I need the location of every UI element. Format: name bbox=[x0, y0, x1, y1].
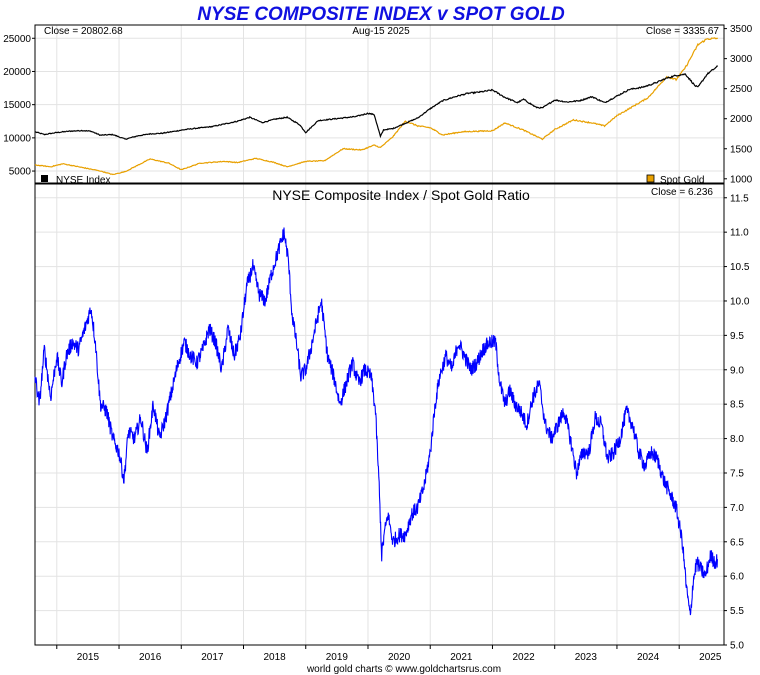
ratio-tick-label-9.5: 9.5 bbox=[730, 331, 744, 342]
x-tick-label-2023: 2023 bbox=[575, 652, 598, 663]
ratio-panel-title: NYSE Composite Index / Spot Gold Ratio bbox=[272, 187, 530, 203]
right-tick-label-2000: 2000 bbox=[730, 114, 753, 125]
x-tick-label-2019: 2019 bbox=[326, 652, 349, 663]
x-tick-label-2018: 2018 bbox=[264, 652, 287, 663]
legend-swatch-spot-gold bbox=[646, 174, 655, 183]
series-line-nyse-index bbox=[34, 65, 718, 140]
bottom-gridlines bbox=[35, 184, 724, 646]
x-tick-label-2021: 2021 bbox=[450, 652, 473, 663]
nyse-close-label: Close = 20802.68 bbox=[44, 26, 123, 37]
year-x-axis: 2015 2016 2017 2018 2019 2020 2021 2022 2023 2024… bbox=[56, 645, 722, 663]
ratio-tick-label-11.5: 11.5 bbox=[730, 193, 749, 204]
ratio-tick-label-5.5: 5.5 bbox=[730, 606, 744, 617]
x-tick-label-2025: 2025 bbox=[699, 652, 722, 663]
x-tick-label-2015: 2015 bbox=[77, 652, 100, 663]
ratio-tick-label-6: 6.0 bbox=[730, 572, 744, 583]
right-tick-label-3500: 3500 bbox=[730, 24, 753, 35]
top-right-axis: 1000 1500 2000 2500 3000 3500 bbox=[724, 24, 753, 185]
ratio-tick-label-6.5: 6.5 bbox=[730, 537, 744, 548]
legend-label-spot-gold: Spot Gold bbox=[660, 175, 704, 186]
legend-swatch-nyse bbox=[41, 175, 48, 182]
ratio-tick-label-10: 10.0 bbox=[730, 296, 750, 307]
ratio-tick-label-8.5: 8.5 bbox=[730, 400, 744, 411]
top-panel: 5000 10000 15000 20000 25000 1000 1500 2000 250… bbox=[3, 24, 752, 186]
x-tick-label-2024: 2024 bbox=[637, 652, 660, 663]
date-label: Aug-15 2025 bbox=[352, 26, 410, 37]
left-tick-label-20000: 20000 bbox=[3, 67, 31, 78]
ratio-tick-label-10.5: 10.5 bbox=[730, 262, 750, 273]
series-line-ratio bbox=[34, 227, 718, 616]
right-tick-label-1000: 1000 bbox=[730, 174, 753, 185]
bottom-panel-frame bbox=[34, 183, 725, 646]
legend-label-nyse: NYSE Index bbox=[56, 175, 110, 186]
series-line-spot-gold bbox=[34, 37, 718, 176]
top-left-axis: 5000 10000 15000 20000 25000 bbox=[3, 34, 35, 178]
top-gridlines bbox=[35, 25, 724, 183]
ratio-tick-label-9: 9.0 bbox=[730, 365, 744, 376]
ratio-tick-label-11: 11.0 bbox=[730, 228, 749, 239]
left-tick-label-10000: 10000 bbox=[3, 133, 31, 144]
x-tick-label-2016: 2016 bbox=[139, 652, 162, 663]
ratio-tick-label-7.5: 7.5 bbox=[730, 468, 744, 479]
right-tick-label-2500: 2500 bbox=[730, 84, 753, 95]
left-tick-label-15000: 15000 bbox=[3, 100, 31, 111]
x-tick-label-2017: 2017 bbox=[201, 652, 224, 663]
left-tick-label-25000: 25000 bbox=[3, 34, 31, 45]
chart-title: NYSE COMPOSITE INDEX v SPOT GOLD bbox=[197, 4, 565, 25]
ratio-close-label: Close = 6.236 bbox=[651, 187, 713, 198]
gold-close-label: Close = 3335.67 bbox=[646, 26, 720, 37]
ratio-tick-label-7: 7.0 bbox=[730, 503, 744, 514]
ratio-tick-label-8: 8.0 bbox=[730, 434, 744, 445]
ratio-y-axis: 5.0 5.5 6.0 6.5 7.0 7.5 8.0 8.5 9.0 9.5 10.0 10.5 11… bbox=[724, 193, 750, 652]
bottom-panel: 5.0 5.5 6.0 6.5 7.0 7.5 8.0 8.5 9.0 9.5 10.0 10.5 11… bbox=[34, 183, 750, 663]
footer-credit: world gold charts © www.goldchartsrus.co… bbox=[306, 664, 501, 675]
right-tick-label-3000: 3000 bbox=[730, 54, 753, 65]
top-panel-frame bbox=[34, 24, 725, 184]
x-tick-label-2020: 2020 bbox=[388, 652, 411, 663]
x-tick-label-2022: 2022 bbox=[512, 652, 535, 663]
left-tick-label-5000: 5000 bbox=[9, 167, 32, 178]
ratio-tick-label-5: 5.0 bbox=[730, 641, 744, 652]
right-tick-label-1500: 1500 bbox=[730, 144, 753, 155]
